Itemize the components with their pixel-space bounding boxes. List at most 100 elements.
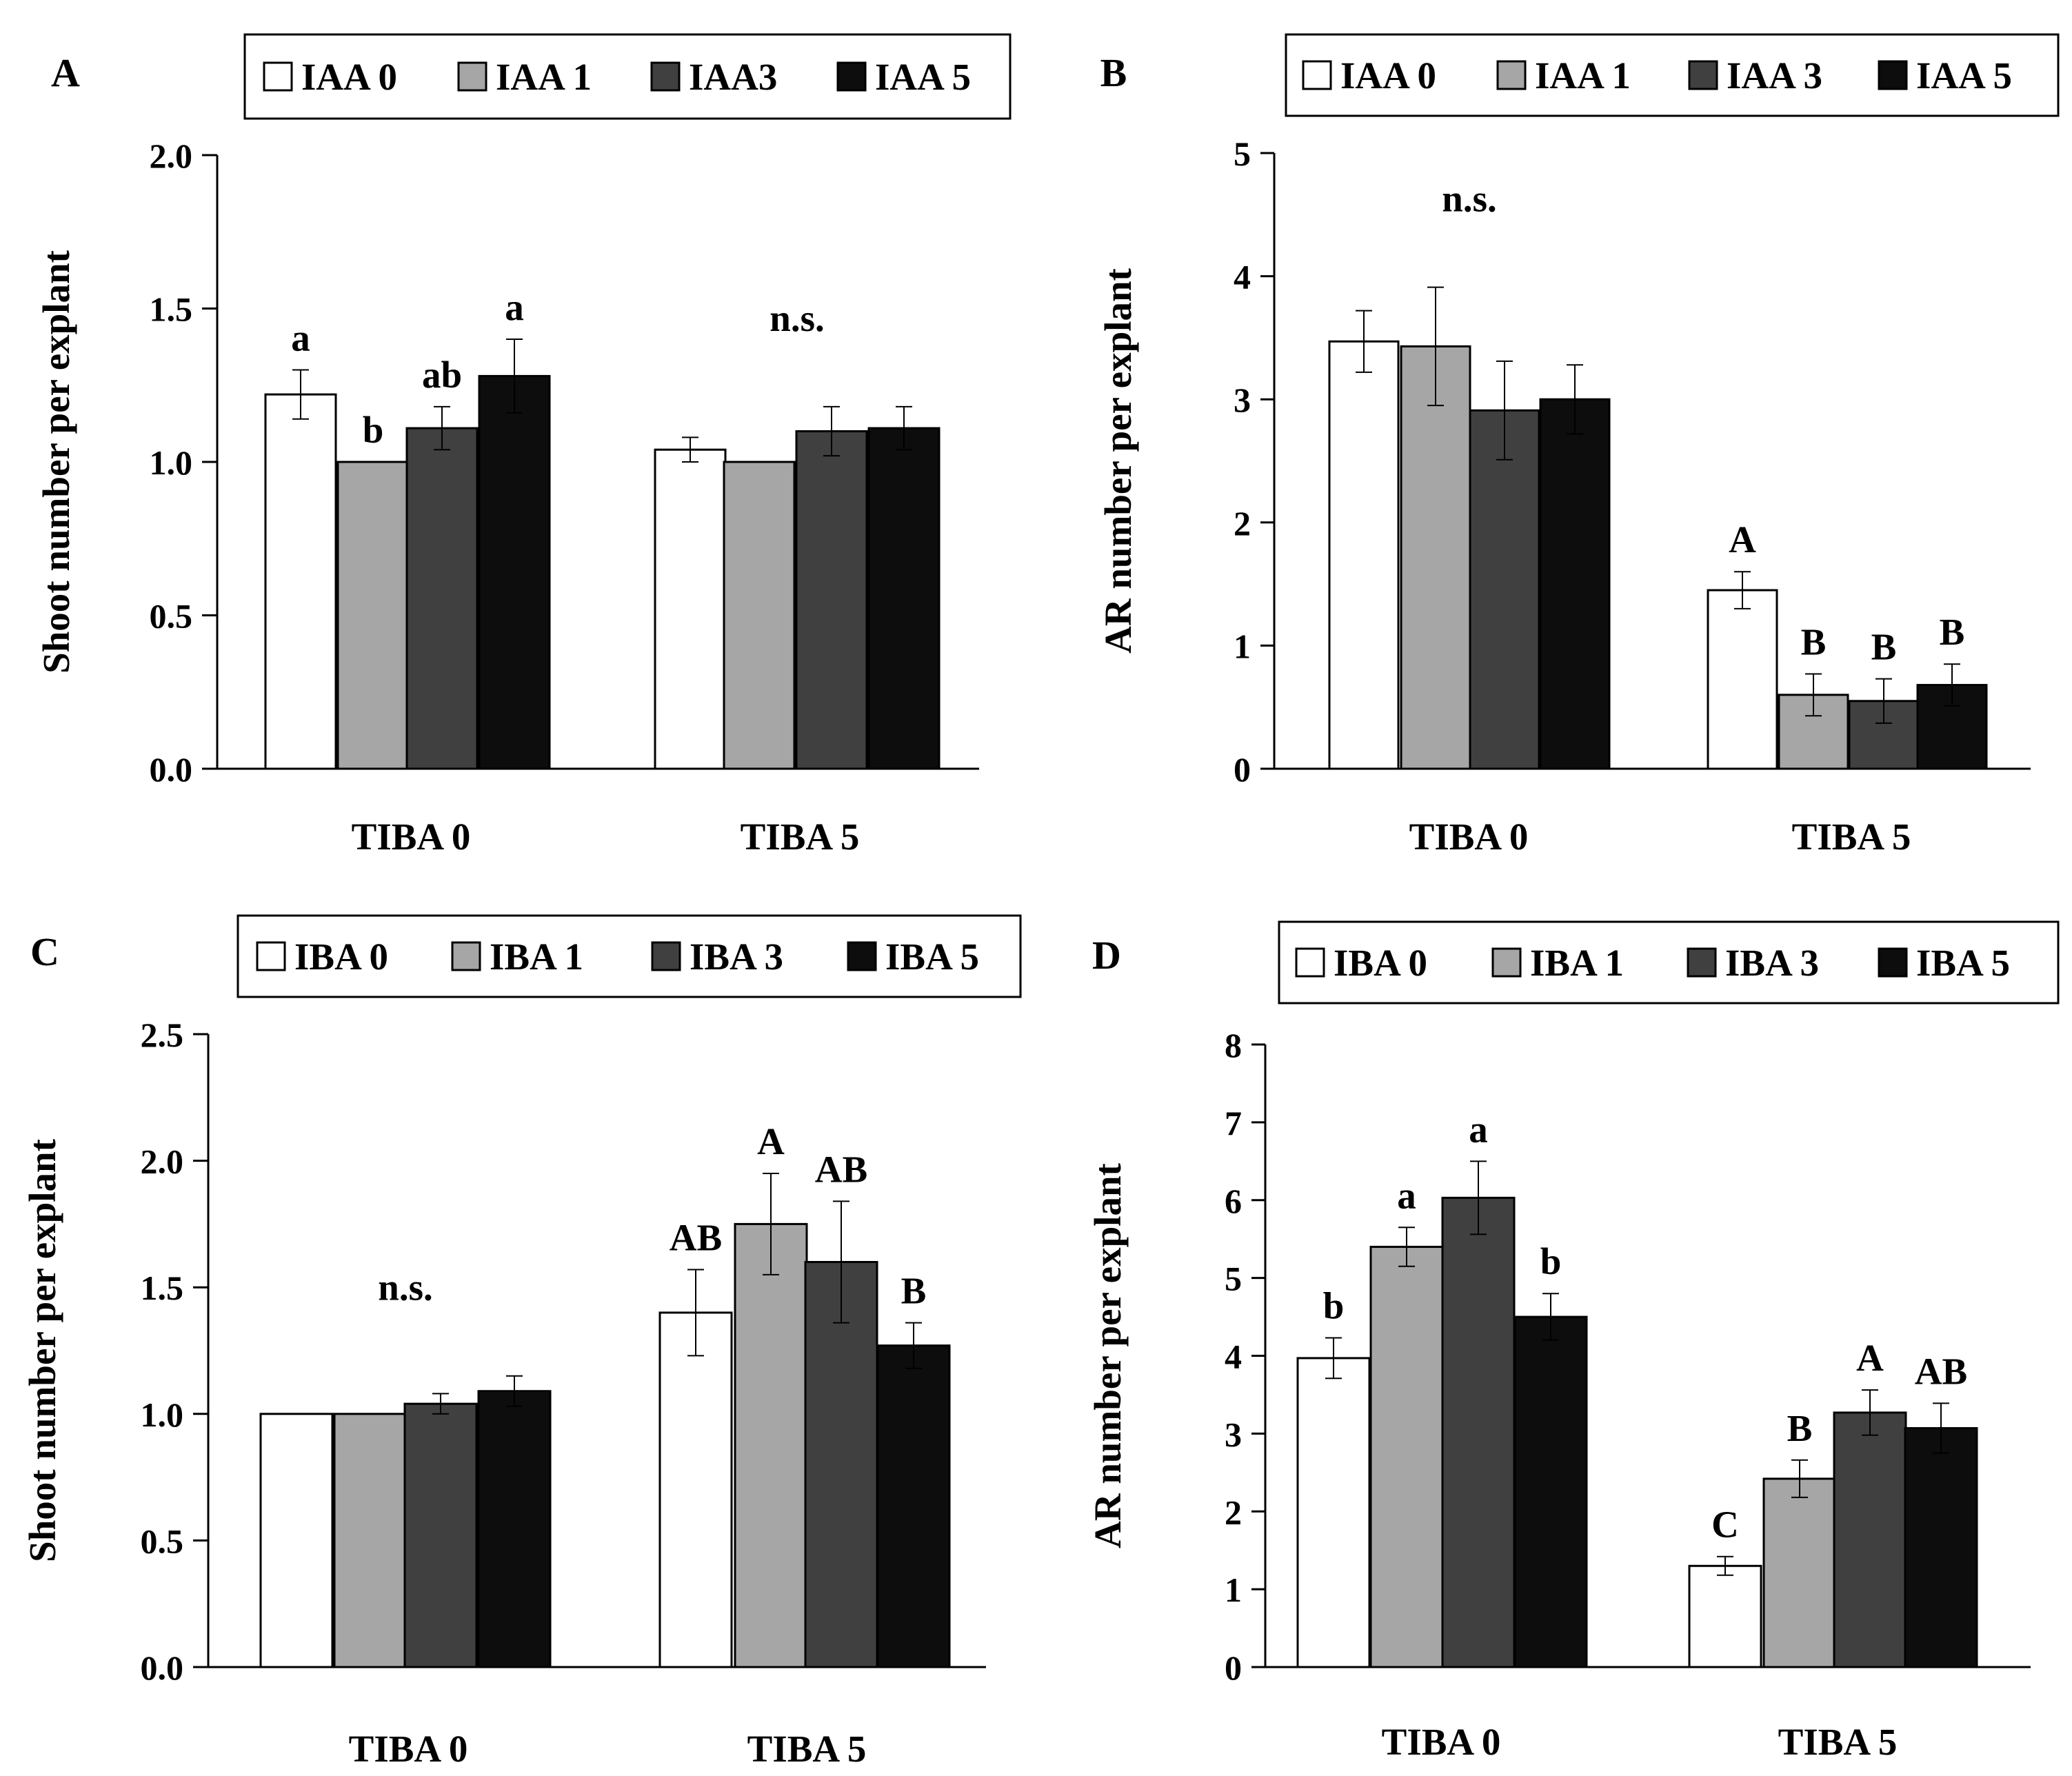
legend-swatch	[1688, 60, 1718, 90]
legend-frame	[243, 33, 1012, 120]
y-tick-label: 0.0	[141, 1648, 184, 1687]
y-tick-label: 2	[1225, 1493, 1242, 1531]
legend: IBA 0 IBA 1 IBA 3 IBA 5	[1278, 920, 2060, 1005]
bar	[264, 393, 337, 770]
legend-frame	[1285, 33, 2060, 117]
bar	[1296, 1357, 1371, 1668]
y-axis-label: Shoot number per explant	[21, 1138, 63, 1562]
y-tick-label: 5	[1225, 1260, 1242, 1298]
significance-letter: B	[1787, 1407, 1813, 1449]
bar	[1539, 398, 1611, 770]
bar	[1688, 1564, 1762, 1668]
bar	[333, 1413, 408, 1668]
panel-d: D IBA 0 IBA 1 IBA 3 IBA 5 0 1 2 3 4 5 6 7 8 AR number …	[1087, 920, 2060, 1763]
legend-label: IBA 5	[1916, 942, 2010, 984]
y-tick-label: 4	[1225, 1338, 1242, 1376]
category-label: TIBA 5	[1778, 1721, 1898, 1763]
bar	[1400, 345, 1471, 770]
legend-label: IAA3	[689, 56, 777, 98]
y-tick-label: 1.0	[150, 443, 193, 482]
y-tick-label: 5	[1234, 134, 1251, 173]
bar	[1707, 589, 1778, 770]
bar	[867, 427, 941, 770]
bar	[336, 461, 410, 770]
y-tick-label: 1.0	[141, 1395, 184, 1434]
legend-frame	[1278, 920, 2060, 1005]
significance-letter: C	[1711, 1504, 1739, 1546]
legend-swatch	[1878, 947, 1908, 978]
legend-label: IBA 0	[294, 936, 388, 978]
y-tick-label: 0.5	[141, 1522, 184, 1560]
legend-label: IBA 3	[690, 936, 783, 978]
y-tick-label: 8	[1225, 1026, 1242, 1064]
y-tick-label: 0	[1234, 750, 1251, 789]
category-label: TIBA 0	[1409, 816, 1529, 858]
legend-label: IAA 1	[1535, 54, 1631, 97]
panel-label: C	[30, 929, 59, 974]
legend-label: IAA 5	[875, 56, 971, 98]
legend-label: IBA 3	[1725, 942, 1819, 984]
bar	[734, 1222, 808, 1668]
panel-b: B IAA 0 IAA 1 IAA 3 IAA 5 0 1 2 3 4 5 AR number per…	[1097, 33, 2060, 858]
legend-frame	[237, 914, 1022, 998]
category-label: TIBA 5	[747, 1728, 867, 1770]
y-tick-label: 0.0	[150, 750, 193, 789]
category-label: TIBA 5	[741, 816, 860, 858]
bar	[259, 1413, 334, 1668]
bar	[1513, 1315, 1588, 1668]
legend-label: IBA 0	[1334, 942, 1427, 984]
legend-swatch	[650, 61, 681, 92]
significance-letter: a	[505, 286, 524, 328]
y-tick-label: 2	[1234, 504, 1251, 543]
significance-letter: ab	[422, 354, 462, 396]
significance-letter: AB	[670, 1216, 722, 1258]
y-tick-label: 1.5	[150, 290, 193, 329]
significance-letter: a	[1469, 1108, 1488, 1150]
y-tick-label: 4	[1234, 258, 1251, 296]
significance-letter: a	[291, 317, 310, 359]
legend-swatch	[1302, 60, 1332, 90]
legend-label: IAA 3	[1727, 54, 1822, 97]
significance-letter: B	[1871, 626, 1897, 668]
significance-letter: B	[1801, 620, 1827, 663]
significance-letter: b	[1323, 1285, 1345, 1327]
bar	[478, 374, 551, 770]
legend-swatch	[1878, 60, 1908, 90]
legend: IBA 0 IBA 1 IBA 3 IBA 5	[237, 914, 1022, 998]
y-axis-label: AR number per explant	[1087, 1162, 1129, 1548]
significance-letter: a	[1397, 1174, 1416, 1216]
y-tick-label: 1.5	[141, 1269, 184, 1307]
panel-label: D	[1092, 933, 1121, 978]
significance-letter: b	[363, 409, 384, 451]
y-tick-label: 3	[1225, 1415, 1242, 1453]
y-tick-label: 6	[1225, 1182, 1242, 1220]
bar	[804, 1260, 878, 1668]
y-axis-label: AR number per explant	[1097, 268, 1139, 653]
legend-swatch	[847, 941, 877, 971]
significance-letter: B	[901, 1270, 927, 1312]
y-tick-label: 0	[1225, 1648, 1242, 1687]
significance-label: n.s.	[1442, 178, 1497, 220]
bar	[876, 1344, 951, 1668]
category-label: TIBA 5	[1792, 816, 1911, 858]
category-label: TIBA 0	[349, 1728, 468, 1770]
bar	[477, 1390, 552, 1668]
category-label: TIBA 0	[352, 816, 471, 858]
bar	[1469, 409, 1540, 770]
significance-label: n.s.	[378, 1267, 433, 1309]
bar	[723, 461, 796, 770]
significance-letter: AB	[1915, 1350, 1967, 1392]
y-axis-label: Shoot number per explant	[35, 250, 77, 673]
legend-swatch	[263, 61, 293, 92]
legend-swatch	[651, 941, 681, 971]
bar	[658, 1311, 733, 1668]
category-label: TIBA 0	[1382, 1721, 1501, 1763]
legend-swatch	[256, 941, 286, 971]
legend-label: IAA 0	[1340, 54, 1436, 97]
significance-letter: A	[757, 1120, 785, 1162]
significance-label: n.s.	[770, 297, 825, 339]
significance-letter: B	[1940, 611, 1965, 653]
legend: IAA 0 IAA 1 IAA3 IAA 5	[243, 33, 1012, 120]
bar	[1441, 1196, 1516, 1668]
